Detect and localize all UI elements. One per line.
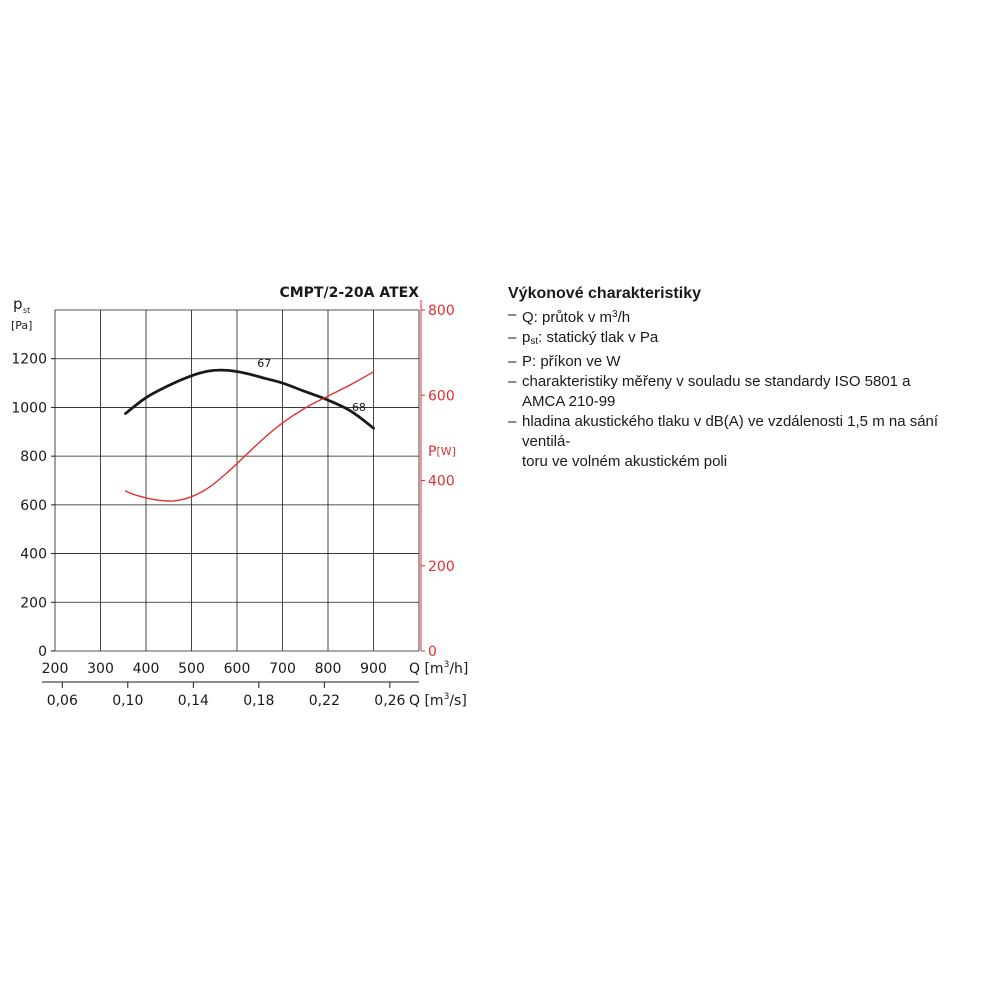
y2-tick-label: 800 [428, 303, 455, 319]
x2-tick-label: 0,26 [374, 693, 405, 709]
chart-labels: 67680200400600800100012000200400600800P[… [11, 285, 468, 709]
y-tick-label: 0 [38, 644, 47, 660]
x-axis-label: Q [m3/h] [409, 660, 468, 677]
x2-tick-label: 0,14 [178, 693, 209, 709]
y-tick-label: 400 [20, 547, 47, 563]
y-tick-label: 600 [20, 498, 47, 514]
x-tick-label: 900 [360, 661, 387, 677]
x-tick-label: 200 [42, 661, 69, 677]
chart-series [124, 368, 375, 502]
legend-panel: Výkonové charakteristiky – Q: průtok v m… [508, 284, 988, 472]
y-tick-label: 200 [20, 595, 47, 611]
y-tick-label: 1000 [11, 400, 47, 416]
x-tick-label: 800 [315, 661, 342, 677]
legend-item-acoustic: – hladina akustického tlaku v dB(A) ve v… [508, 413, 939, 470]
x-tick-label: 500 [178, 661, 205, 677]
y2-tick-label: 600 [428, 388, 455, 404]
x-tick-label: 400 [133, 661, 160, 677]
legend-list: – Q: průtok v m3/h – pst: statický tlak … [508, 305, 988, 472]
y-axis-unit: [Pa] [11, 319, 32, 332]
y2-tick-label: 0 [428, 644, 437, 660]
chart-axes [42, 300, 425, 688]
legend-item-standards: – charakteristiky měřeny v souladu se st… [508, 373, 911, 410]
power-curve [124, 371, 375, 502]
y2-axis-label: P[W] [428, 444, 456, 460]
x-tick-label: 700 [269, 661, 296, 677]
annotation-label: 67 [257, 357, 271, 370]
legend-item-static-pressure: – pst: statický tlak v Pa [508, 329, 659, 347]
x2-axis-label: Q [m3/s] [409, 692, 467, 709]
y-tick-label: 800 [20, 449, 47, 465]
chart-title: CMPT/2-20A ATEX [279, 285, 419, 301]
y-axis-label-subscript: st [23, 306, 30, 315]
x2-tick-label: 0,22 [309, 693, 340, 709]
x2-tick-label: 0,18 [243, 693, 274, 709]
pressure-curve [124, 368, 375, 430]
x2-tick-label: 0,06 [47, 693, 78, 709]
legend-item-power: – P: příkon ve W [508, 353, 621, 370]
legend-item-flow: – Q: průtok v m3/h [508, 306, 631, 326]
x2-tick-label: 0,10 [112, 693, 143, 709]
x-tick-label: 600 [224, 661, 251, 677]
y-axis-label: p [13, 295, 23, 313]
y2-tick-label: 200 [428, 559, 455, 575]
y2-tick-label: 400 [428, 474, 455, 490]
x-tick-label: 300 [87, 661, 114, 677]
annotation-label: 68 [352, 401, 366, 414]
legend-title: Výkonové charakteristiky [508, 285, 701, 302]
grid-lines [54, 309, 420, 652]
y-tick-label: 1200 [11, 352, 47, 368]
